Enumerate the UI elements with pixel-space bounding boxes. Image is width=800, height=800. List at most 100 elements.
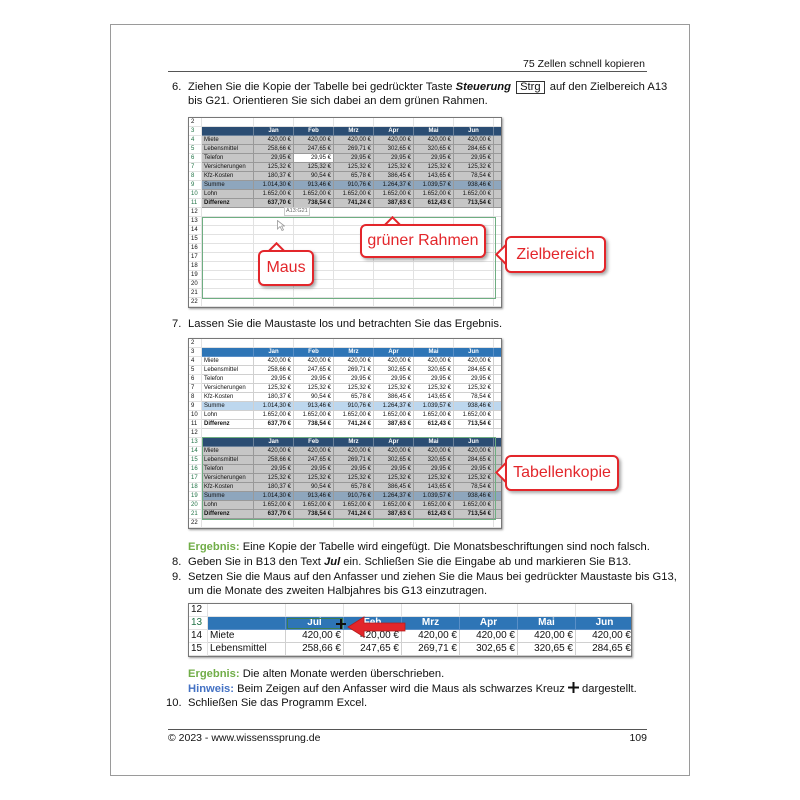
value-cell: 284,65 € — [576, 643, 631, 656]
value-cell: 125,32 € — [414, 474, 454, 483]
cell — [254, 298, 294, 307]
value-cell: 180,37 € — [254, 393, 294, 402]
cell — [374, 280, 414, 289]
cell — [518, 604, 576, 617]
value-cell: 125,32 € — [254, 474, 294, 483]
row-label: Versicherungen — [202, 163, 254, 172]
row-label: Versicherungen — [202, 384, 254, 393]
cell — [414, 262, 454, 271]
row-label: Miete — [202, 136, 254, 145]
value-cell: 386,45 € — [374, 172, 414, 181]
value-cell: 125,32 € — [454, 163, 494, 172]
value-cell: 29,95 € — [414, 154, 454, 163]
cell — [454, 339, 494, 348]
row-number: 22 — [189, 298, 202, 307]
row-number: 4 — [189, 357, 202, 366]
cell — [494, 190, 501, 199]
row-number: 11 — [189, 420, 202, 429]
row-number: 16 — [189, 244, 202, 253]
cell — [494, 253, 501, 262]
value-cell: 180,37 € — [254, 172, 294, 181]
row-number: 5 — [189, 145, 202, 154]
footer-rule — [168, 729, 647, 730]
value-cell: 78,54 € — [454, 393, 494, 402]
row-number: 21 — [189, 289, 202, 298]
table-row: 9 Summe 1.014,30 €913,46 €910,76 €1.264,37… — [189, 181, 501, 190]
row-number: 2 — [189, 339, 202, 348]
value-cell: 1.652,00 € — [414, 190, 454, 199]
cell — [494, 217, 501, 226]
value-cell: 258,66 € — [286, 643, 344, 656]
row-label: Telefon — [202, 375, 254, 384]
row-number: 11 — [189, 199, 202, 208]
row-label: Miete — [202, 447, 254, 456]
value-cell: 1.652,00 € — [334, 190, 374, 199]
row-label: Kfz-Kosten — [202, 172, 254, 181]
value-cell: 1.652,00 € — [254, 411, 294, 420]
cell — [454, 253, 494, 262]
row-number: 8 — [189, 172, 202, 181]
cell — [494, 357, 501, 366]
row-number: 7 — [189, 384, 202, 393]
value-cell: 125,32 € — [334, 474, 374, 483]
row-number: 12 — [189, 429, 202, 438]
cell — [202, 235, 254, 244]
value-cell: 125,32 € — [374, 384, 414, 393]
cell — [494, 447, 501, 456]
cell — [294, 519, 334, 528]
value-cell: 1.652,00 € — [294, 190, 334, 199]
value-cell: 1.652,00 € — [454, 190, 494, 199]
value-cell: 420,00 € — [454, 447, 494, 456]
cell — [494, 145, 501, 154]
value-cell: 65,78 € — [334, 483, 374, 492]
cell — [576, 604, 631, 617]
result-1: Ergebnis: Eine Kopie der Tabelle wird ei… — [188, 540, 650, 555]
table-row: 3 Jan Feb Mrz Apr Mai Jun — [189, 127, 501, 136]
table-row: 17 Versicherungen 125,32 €125,32 €125,32 €… — [189, 474, 501, 483]
value-cell: 938,46 € — [454, 181, 494, 190]
cell — [414, 280, 454, 289]
cell — [202, 280, 254, 289]
row-number: 14 — [189, 630, 208, 643]
value-cell: 29,95 € — [454, 154, 494, 163]
cell — [494, 501, 501, 510]
value-cell: 29,95 € — [294, 465, 334, 474]
table-row: 4 Miete 420,00 €420,00 €420,00 €420,00 €42… — [189, 136, 501, 145]
value-cell: 1.652,00 € — [374, 411, 414, 420]
callout-mouse: Maus — [258, 250, 314, 286]
table-row: 12 — [189, 604, 631, 617]
step-number: 10. — [166, 697, 182, 709]
cell — [202, 217, 254, 226]
row-label: Lohn — [202, 190, 254, 199]
cell — [494, 474, 501, 483]
row-number: 14 — [189, 447, 202, 456]
value-cell: 65,78 € — [334, 393, 374, 402]
text: dargestellt. — [578, 683, 637, 695]
row-number: 10 — [189, 411, 202, 420]
value-cell: 29,95 € — [374, 375, 414, 384]
cell — [494, 163, 501, 172]
value-cell: 302,65 € — [374, 145, 414, 154]
value-cell: 420,00 € — [254, 136, 294, 145]
value-cell: 420,00 € — [454, 357, 494, 366]
value-cell: 1.039,57 € — [414, 181, 454, 190]
cell — [454, 118, 494, 127]
cell — [454, 429, 494, 438]
value-cell: 65,78 € — [334, 172, 374, 181]
value-cell: 910,76 € — [334, 402, 374, 411]
value-cell: 143,65 € — [414, 483, 454, 492]
value-cell: 247,65 € — [344, 643, 402, 656]
value-cell: 125,32 € — [334, 163, 374, 172]
value-cell: 420,00 € — [334, 136, 374, 145]
value-cell: 1.014,30 € — [254, 402, 294, 411]
cell — [494, 235, 501, 244]
cell — [494, 366, 501, 375]
table-row: 11 Differenz 637,70 €738,54 €741,24 €387,6… — [189, 199, 501, 208]
cell — [334, 519, 374, 528]
result-label: Ergebnis: — [188, 668, 240, 680]
value-cell: 637,70 € — [254, 510, 294, 519]
cell — [334, 208, 374, 217]
cell — [294, 289, 334, 298]
value-cell: 125,32 € — [454, 474, 494, 483]
value-cell: 125,32 € — [334, 384, 374, 393]
